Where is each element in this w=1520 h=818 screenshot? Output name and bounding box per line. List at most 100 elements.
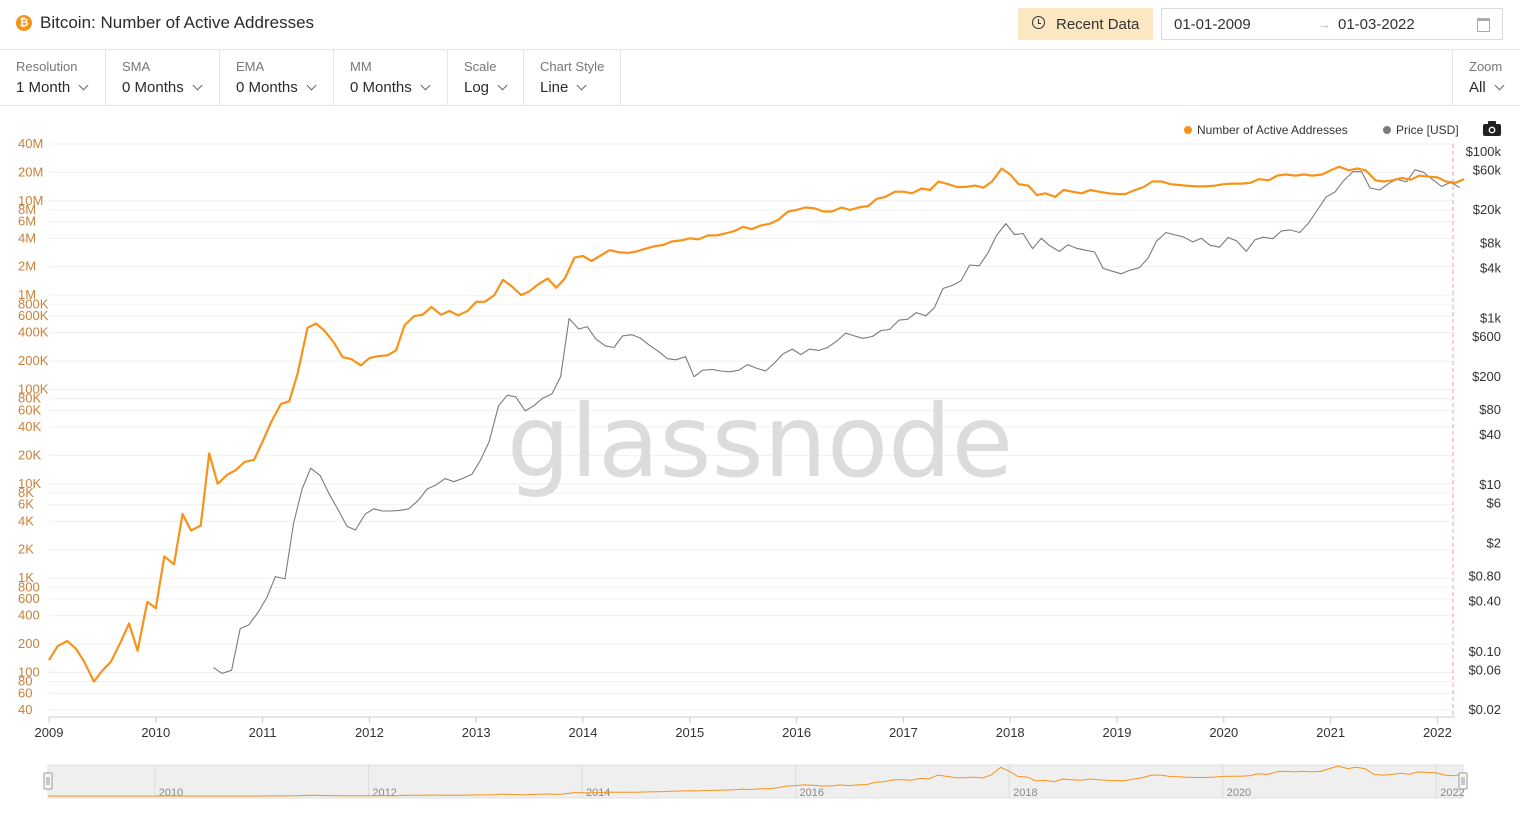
sma-value: 0 Months: [122, 79, 203, 96]
y-left-tick-80k: 80K: [18, 391, 41, 406]
y-left-tick-800k: 800K: [18, 296, 49, 311]
x-tick-2022: 2022: [1423, 725, 1452, 740]
x-tick-2021: 2021: [1316, 725, 1345, 740]
y-left-tick-1m: 1M: [18, 287, 36, 302]
scale-value: Log: [464, 79, 508, 96]
y-left-tick-100k: 100K: [18, 381, 49, 396]
y-left-tick-20k: 20K: [18, 447, 41, 462]
navigator-handle-left[interactable]: [43, 772, 53, 790]
y-right-tick-20k: $20k: [1473, 202, 1502, 217]
chevron-down-icon: [306, 80, 317, 91]
zoom-dropdown[interactable]: Zoom All: [1452, 50, 1520, 105]
handle-box: [43, 772, 53, 790]
y-right-tick-0-06: $0.06: [1468, 662, 1501, 677]
chart-legend[interactable]: Number of Active Addresses Price [USD]: [1184, 123, 1459, 137]
chart-grid: [49, 143, 1455, 718]
date-to-field[interactable]: 01-03-2022: [1338, 16, 1415, 33]
navigator-series-line: [48, 765, 1464, 797]
y-left-tick-60k: 60K: [18, 402, 41, 417]
y-left-tick-10m: 10M: [18, 193, 43, 208]
sma-dropdown[interactable]: SMA 0 Months: [106, 50, 220, 105]
series-group: [48, 165, 1465, 683]
mm-label: MM: [350, 59, 372, 74]
y-right-tick-100k: $100k: [1466, 144, 1502, 159]
x-tick-2012: 2012: [355, 725, 384, 740]
y-right-tick-4k: $4k: [1480, 260, 1501, 275]
resolution-value-text: 1 Month: [16, 79, 71, 96]
y-right-tick-600: $600: [1472, 329, 1501, 344]
x-tick-2020: 2020: [1209, 725, 1238, 740]
resolution-value: 1 Month: [16, 79, 89, 96]
page-title: Bitcoin: Number of Active Addresses: [40, 13, 315, 32]
x-axis: 2009 2010 2011 2012 2013 2014 2015 2016 2017 2018…: [35, 717, 1452, 740]
y-left-tick-1k: 1K: [18, 570, 34, 585]
date-range-picker[interactable]: 01-01-2009 → 01-03-2022: [1161, 8, 1503, 40]
y-left-tick-20m: 20M: [18, 164, 43, 179]
y-right-tick-6: $6: [1487, 496, 1501, 511]
y-axis-right: $0.02 $0.06 $0.10 $0.40 $0.80 $2 $6 $10 $40 $80 $2…: [1466, 144, 1502, 717]
x-tick-2017: 2017: [889, 725, 918, 740]
y-left-tick-600: 600: [18, 591, 40, 606]
y-right-tick-1k: $1k: [1480, 311, 1501, 326]
y-right-tick-2: $2: [1487, 535, 1501, 550]
x-tick-2018: 2018: [996, 725, 1025, 740]
y-left-tick-2k: 2K: [18, 542, 34, 557]
ema-dropdown[interactable]: EMA 0 Months: [220, 50, 334, 105]
y-left-tick-40k: 40K: [18, 419, 41, 434]
x-tick-2011: 2011: [249, 725, 277, 740]
chart-controls: Resolution 1 Month SMA 0 Months EMA 0 Mo…: [0, 50, 1520, 106]
y-left-tick-200: 200: [18, 636, 40, 651]
legend-label: Number of Active Addresses: [1197, 123, 1348, 137]
chart-area[interactable]: glassnode 4060801002004006008001K2K4K6K8…: [0, 106, 1520, 818]
chevron-down-icon: [497, 80, 508, 91]
sma-value-text: 0 Months: [122, 79, 184, 96]
zoom-label: Zoom: [1469, 59, 1503, 74]
y-left-tick-6m: 6M: [18, 214, 36, 229]
chevron-down-icon: [78, 80, 89, 91]
y-left-tick-60: 60: [18, 685, 32, 700]
glassnode-watermark: glassnode: [507, 383, 1013, 500]
y-right-tick-10: $10: [1479, 477, 1501, 492]
calendar-icon[interactable]: [1477, 18, 1490, 32]
x-tick-2015: 2015: [675, 725, 704, 740]
legend-item-number-of-active-addresses[interactable]: Number of Active Addresses: [1184, 123, 1348, 137]
chart-style-value-text: Line: [540, 79, 569, 96]
header-bar: ₿ Bitcoin: Number of Active Addresses Re…: [0, 0, 1520, 50]
legend-item-price-usd[interactable]: Price [USD]: [1383, 123, 1459, 137]
navigator-handle-right[interactable]: [1458, 772, 1468, 790]
mm-dropdown[interactable]: MM 0 Months: [334, 50, 448, 105]
y-left-tick-10k: 10K: [18, 476, 41, 491]
y-left-tick-400: 400: [18, 608, 40, 623]
scale-dropdown[interactable]: Scale Log: [448, 50, 524, 105]
ema-value: 0 Months: [236, 79, 317, 96]
recent-data-label: Recent Data: [1056, 16, 1140, 33]
y-left-tick-40: 40: [18, 702, 32, 717]
legend-swatch: [1184, 126, 1192, 134]
y-right-tick-0-80: $0.80: [1468, 569, 1501, 584]
y-right-tick-0-02: $0.02: [1468, 702, 1501, 717]
navigator-tick-2012: 2012: [372, 787, 396, 799]
navigator-window[interactable]: [47, 764, 1464, 799]
camera-icon[interactable]: [1483, 121, 1501, 136]
x-tick-2013: 2013: [462, 725, 491, 740]
legend-label: Price [USD]: [1396, 123, 1459, 137]
scale-label: Scale: [464, 59, 497, 74]
date-from-field[interactable]: 01-01-2009: [1174, 16, 1251, 33]
navigator[interactable]: 2010 2012 2014 2016 2018 2020 2022: [43, 764, 1468, 799]
chevron-down-icon: [192, 80, 203, 91]
mm-value-text: 0 Months: [350, 79, 412, 96]
y-left-tick-6k: 6K: [18, 497, 34, 512]
ema-value-text: 0 Months: [236, 79, 298, 96]
clock-icon: [1032, 16, 1045, 29]
scale-value-text: Log: [464, 79, 490, 96]
navigator-tick-2010: 2010: [159, 787, 183, 799]
y-left-tick-600k: 600K: [18, 308, 49, 323]
series-line-number-of-active-addresses: [48, 165, 1465, 683]
x-tick-2016: 2016: [782, 725, 811, 740]
y-left-tick-8k: 8K: [18, 485, 34, 500]
x-tick-2010: 2010: [141, 725, 170, 740]
chart-style-dropdown[interactable]: Chart Style Line: [524, 50, 621, 105]
recent-data-button[interactable]: Recent Data: [1018, 8, 1153, 40]
resolution-dropdown[interactable]: Resolution 1 Month: [0, 50, 106, 105]
